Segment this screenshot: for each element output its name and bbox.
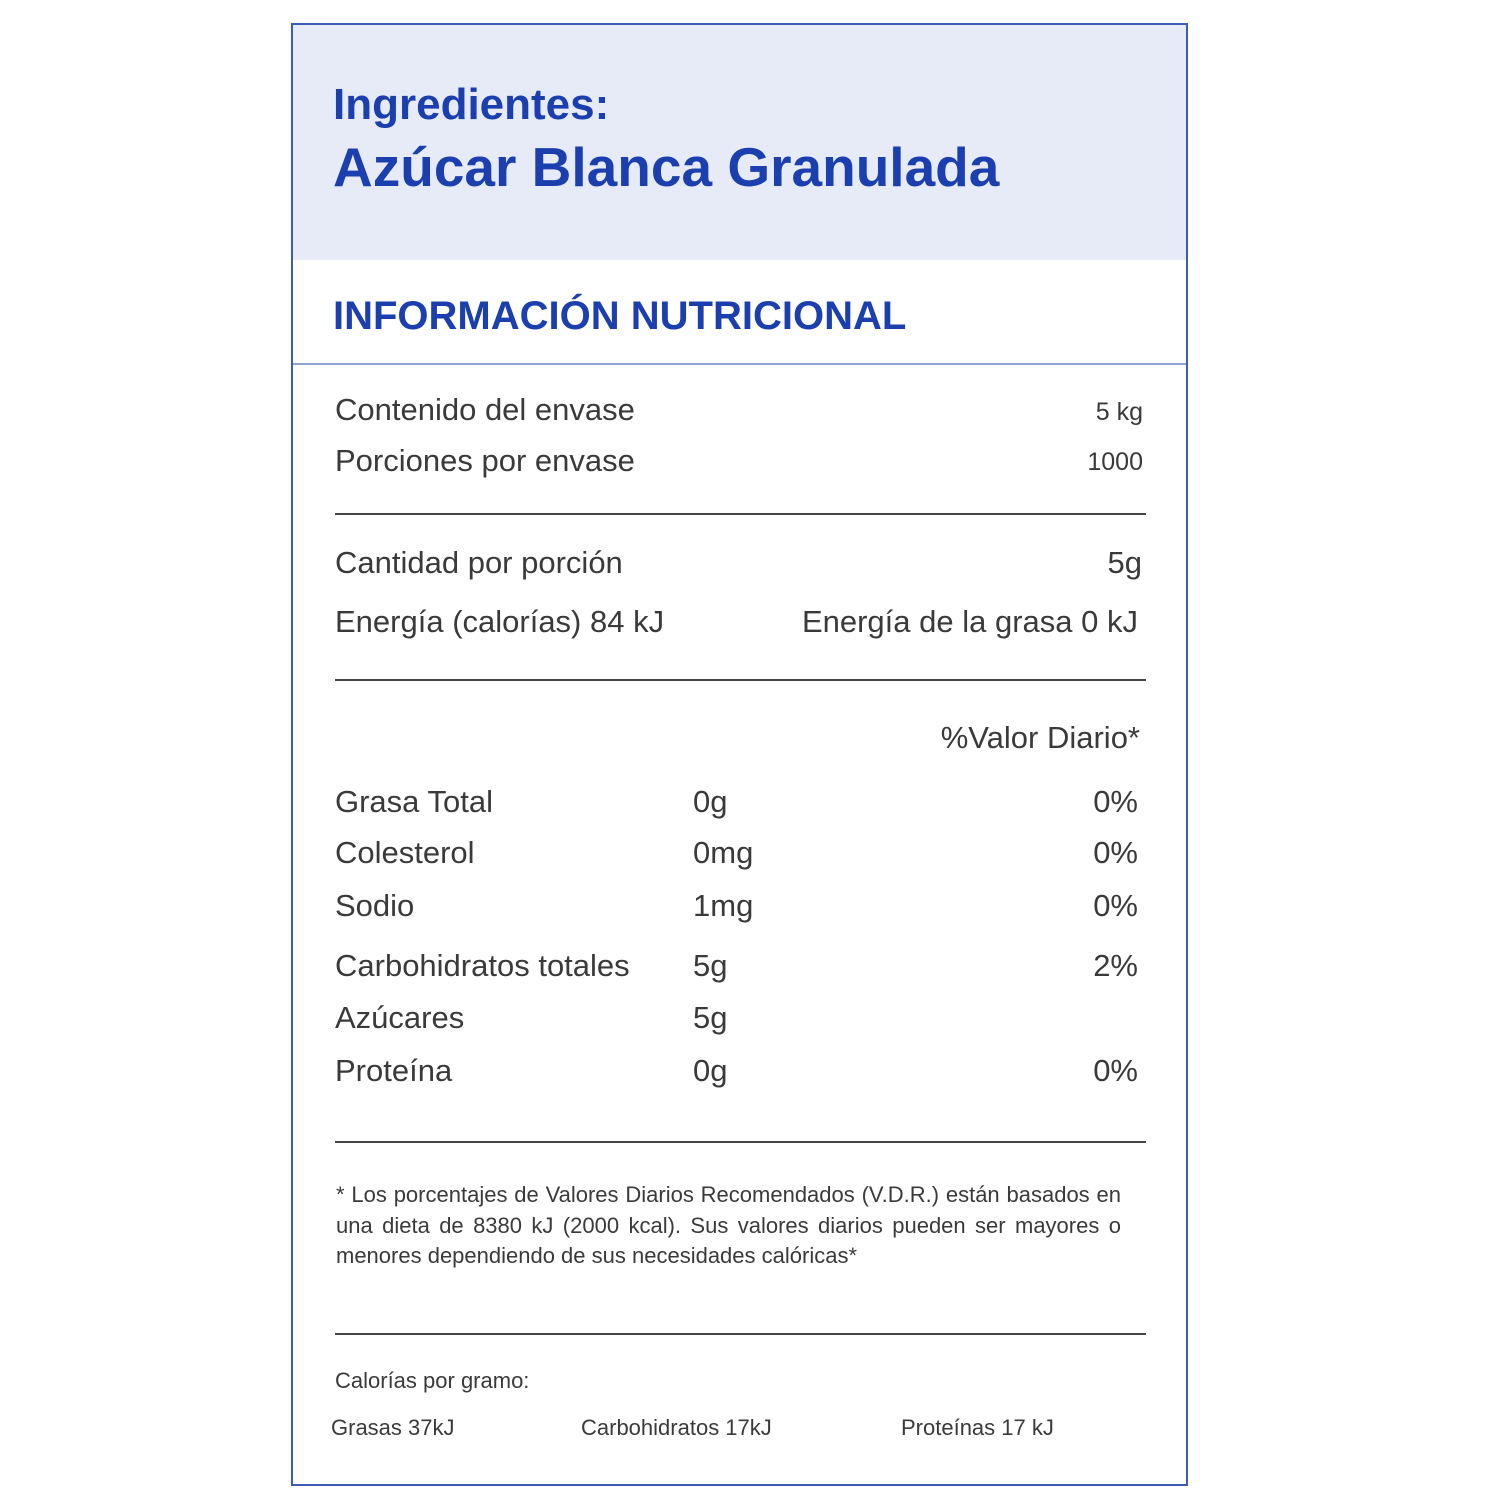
serving-label: Cantidad por porción (335, 545, 623, 580)
nutrient-daily-value: 0% (1093, 784, 1138, 819)
package-label: Contenido del envase (335, 392, 635, 427)
serving-value: 5g (1107, 545, 1142, 580)
energy-fat: Energía de la grasa 0 kJ (801, 604, 1138, 639)
divider (335, 1141, 1146, 1143)
divider (335, 513, 1146, 515)
energy: Energía (calorías) 84 kJ (335, 604, 665, 639)
nutrient-name: Colesterol (335, 835, 475, 870)
ingredients-label: Ingredientes: (333, 80, 610, 129)
divider (335, 679, 1146, 681)
nutrient-amount: 0g (693, 1053, 728, 1088)
nutrient-name: Sodio (335, 888, 415, 923)
calories-item: Carbohidratos 17kJ (581, 1415, 772, 1440)
calories-item: Proteínas 17 kJ (901, 1415, 1054, 1440)
nutrient-name: Grasa Total (335, 784, 493, 819)
footnote: * Los porcentajes de Valores Diarios Rec… (336, 1182, 1121, 1268)
package-value: 5 kg (1095, 398, 1143, 426)
nutrient-amount: 0g (693, 784, 728, 819)
nutrient-name: Proteína (335, 1053, 453, 1088)
label-border (291, 23, 1188, 1486)
nutrient-name: Carbohidratos totales (335, 948, 630, 983)
nutrient-daily-value: 0% (1093, 1053, 1138, 1088)
package-value: 1000 (1087, 448, 1143, 476)
nutrient-daily-value: 2% (1093, 948, 1138, 983)
nutrient-daily-value: 0% (1093, 888, 1138, 923)
nutrient-amount: 0mg (693, 835, 754, 870)
nutrient-amount: 5g (693, 1000, 728, 1035)
nutrient-name: Azúcares (335, 1000, 465, 1035)
daily-value-header: %Valor Diario* (940, 720, 1140, 755)
nutrient-daily-value: 0% (1093, 835, 1138, 870)
section-title: INFORMACIÓN NUTRICIONAL (333, 294, 907, 338)
section-divider (293, 363, 1186, 365)
nutrient-amount: 5g (693, 948, 728, 983)
calories-title: Calorías por gramo: (335, 1368, 530, 1393)
divider (335, 1333, 1146, 1335)
calories-item: Grasas 37kJ (331, 1415, 455, 1440)
ingredients: Azúcar Blanca Granulada (333, 136, 1000, 198)
ingredients-panel (293, 25, 1186, 260)
package-label: Porciones por envase (335, 443, 635, 478)
nutrient-amount: 1mg (693, 888, 754, 923)
